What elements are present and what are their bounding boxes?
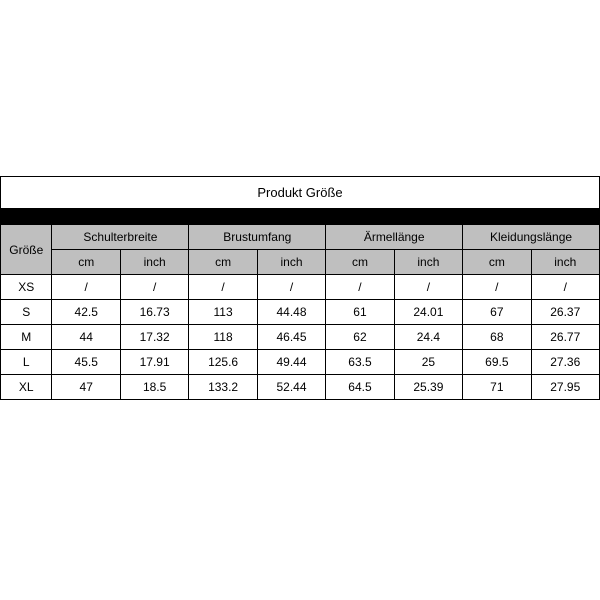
size-table: Produkt Größe Größe Schulterbreite Brust… (0, 176, 600, 400)
cell: / (394, 275, 462, 300)
cell: / (52, 275, 120, 300)
cell: / (120, 275, 188, 300)
cell: 69.5 (463, 350, 531, 375)
unit-header: inch (394, 250, 462, 275)
cell: 45.5 (52, 350, 120, 375)
cell: / (326, 275, 394, 300)
cell: 52.44 (257, 375, 325, 400)
cell: 62 (326, 325, 394, 350)
cell: 25.39 (394, 375, 462, 400)
cell: 125.6 (189, 350, 257, 375)
unit-header: inch (531, 250, 599, 275)
table-row: S 42.5 16.73 113 44.48 61 24.01 67 26.37 (1, 300, 600, 325)
cell: / (257, 275, 325, 300)
table-title: Produkt Größe (1, 177, 600, 209)
cell: 24.4 (394, 325, 462, 350)
cell: 44.48 (257, 300, 325, 325)
cell: 61 (326, 300, 394, 325)
title-row: Produkt Größe (1, 177, 600, 209)
unit-header: cm (189, 250, 257, 275)
cell: 46.45 (257, 325, 325, 350)
cell: 49.44 (257, 350, 325, 375)
cell: 67 (463, 300, 531, 325)
table-row: L 45.5 17.91 125.6 49.44 63.5 25 69.5 27… (1, 350, 600, 375)
unit-header: inch (257, 250, 325, 275)
size-header: Größe (1, 225, 52, 275)
cell: 64.5 (326, 375, 394, 400)
cell: 133.2 (189, 375, 257, 400)
table-row: M 44 17.32 118 46.45 62 24.4 68 26.77 (1, 325, 600, 350)
cell: 27.95 (531, 375, 599, 400)
cell: 47 (52, 375, 120, 400)
cell: 68 (463, 325, 531, 350)
cell: 26.77 (531, 325, 599, 350)
cell: / (463, 275, 531, 300)
group-header: Schulterbreite (52, 225, 189, 250)
cell: 71 (463, 375, 531, 400)
cell: 27.36 (531, 350, 599, 375)
cell: 113 (189, 300, 257, 325)
unit-header: inch (120, 250, 188, 275)
size-cell: S (1, 300, 52, 325)
cell: 26.37 (531, 300, 599, 325)
table-row: XS / / / / / / / / (1, 275, 600, 300)
group-header: Brustumfang (189, 225, 326, 250)
group-header: Kleidungslänge (463, 225, 600, 250)
table-row: XL 47 18.5 133.2 52.44 64.5 25.39 71 27.… (1, 375, 600, 400)
cell: 63.5 (326, 350, 394, 375)
group-header: Ärmellänge (326, 225, 463, 250)
header-row-units: cm inch cm inch cm inch cm inch (1, 250, 600, 275)
divider-band (1, 209, 600, 225)
cell: / (531, 275, 599, 300)
cell: 17.91 (120, 350, 188, 375)
cell: 44 (52, 325, 120, 350)
size-cell: M (1, 325, 52, 350)
unit-header: cm (463, 250, 531, 275)
cell: 24.01 (394, 300, 462, 325)
cell: 17.32 (120, 325, 188, 350)
unit-header: cm (52, 250, 120, 275)
divider (1, 209, 600, 225)
size-cell: L (1, 350, 52, 375)
cell: 25 (394, 350, 462, 375)
cell: 42.5 (52, 300, 120, 325)
size-cell: XS (1, 275, 52, 300)
cell: 18.5 (120, 375, 188, 400)
cell: 16.73 (120, 300, 188, 325)
header-row-groups: Größe Schulterbreite Brustumfang Ärmellä… (1, 225, 600, 250)
cell: 118 (189, 325, 257, 350)
unit-header: cm (326, 250, 394, 275)
size-cell: XL (1, 375, 52, 400)
cell: / (189, 275, 257, 300)
